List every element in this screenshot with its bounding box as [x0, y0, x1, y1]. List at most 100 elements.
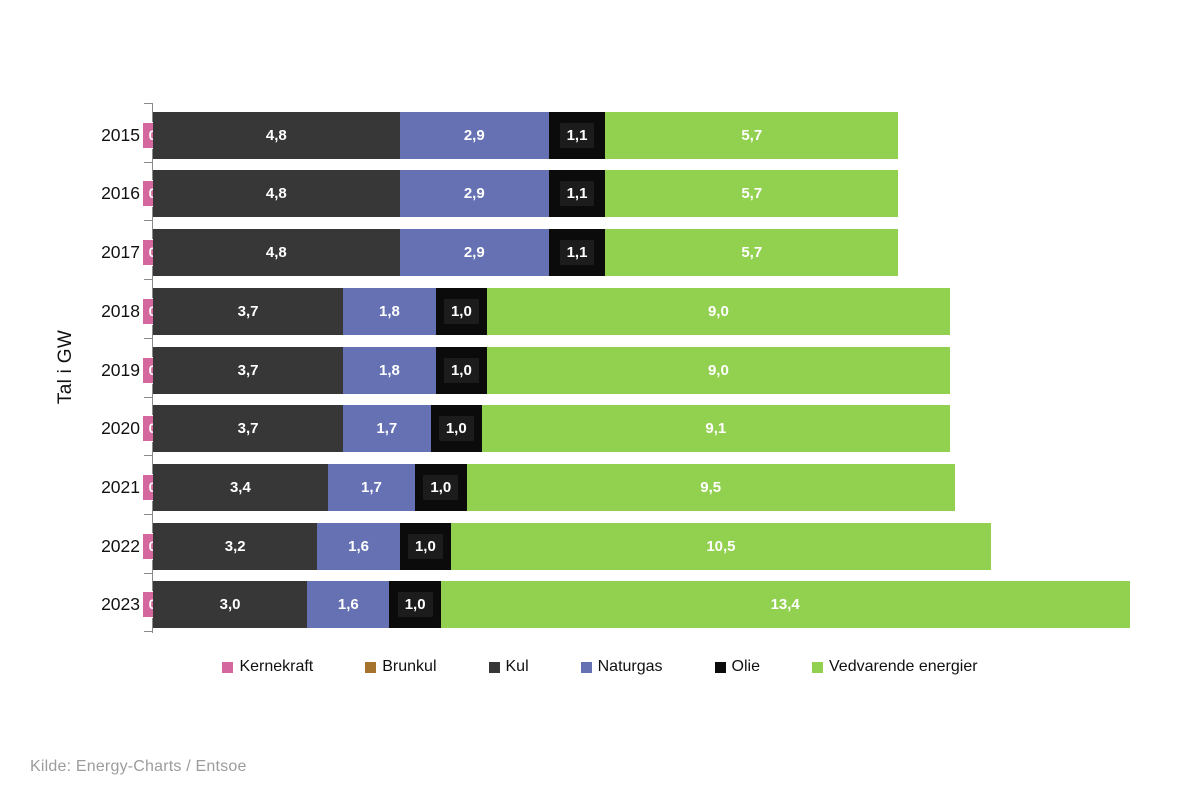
source-note: Kilde: Energy-Charts / Entsoe — [30, 758, 247, 775]
segment-value-label: 9,5 — [700, 478, 722, 496]
segments: 3,0 1,6 1,0 13,4 — [153, 581, 1130, 629]
bar-segment-vedvarende-energier-2019: 9,0 — [487, 346, 950, 394]
segments: 3,7 1,8 1,0 9,0 — [153, 287, 950, 335]
bar-segment-kul-2016: 4,8 — [153, 170, 400, 218]
legend-item-vedvarende-energier: Vedvarende energier — [812, 658, 978, 676]
bar-row-2016: 201604,82,91,15,7 — [0, 170, 1200, 218]
bar-segment-olie-2020: 1,0 — [430, 405, 482, 453]
bar-segment-naturgas-2021: 1,7 — [327, 463, 416, 511]
bar-segment-naturgas-2022: 1,6 — [317, 522, 400, 570]
legend-swatch-kernekraft — [222, 661, 234, 673]
year-label: 2018 — [101, 300, 140, 321]
bar-segment-kul-2020: 3,7 — [153, 405, 344, 453]
bar-segment-kul-2021: 3,4 — [153, 463, 328, 511]
bar-row-2017: 201704,82,91,15,7 — [0, 229, 1200, 277]
segments: 4,8 2,9 1,1 5,7 — [153, 229, 899, 277]
bar-segment-kul-2023: 3,0 — [153, 581, 308, 629]
segment-value-label: 2,9 — [463, 126, 485, 144]
segment-value-label: 1,0 — [443, 357, 479, 383]
y-tick — [144, 220, 153, 222]
bar-segment-vedvarende-energier-2015: 5,7 — [605, 111, 899, 159]
segment-value-label: 9,0 — [707, 361, 729, 379]
segments: 4,8 2,9 1,1 5,7 — [153, 111, 899, 159]
segment-value-label: 1,1 — [559, 122, 595, 148]
bar-segment-olie-2022: 1,0 — [399, 522, 452, 570]
segment-value-label: 5,7 — [741, 244, 763, 262]
bar-row-2023: 202303,01,61,013,4 — [0, 581, 1200, 629]
legend-label: Brunkul — [382, 658, 437, 675]
bar-segment-olie-2016: 1,1 — [548, 170, 606, 218]
year-label: 2021 — [101, 476, 140, 497]
bar-segment-kul-2015: 4,8 — [153, 111, 400, 159]
bar-segment-kul-2018: 3,7 — [153, 287, 344, 335]
legend-label: Kul — [505, 658, 529, 675]
segment-value-label: 1,0 — [438, 416, 474, 442]
legend-swatch-kul — [488, 661, 500, 673]
bar-segment-olie-2019: 1,0 — [435, 346, 488, 394]
bar-segment-naturgas-2020: 1,7 — [343, 405, 431, 453]
legend-item-kernekraft: Kernekraft — [222, 658, 313, 676]
segment-value-label: 10,5 — [706, 537, 736, 555]
legend-swatch-naturgas — [580, 661, 592, 673]
legend-label: Vedvarende energier — [829, 658, 978, 675]
segment-value-label: 1,1 — [559, 240, 595, 266]
legend-label: Naturgas — [597, 658, 663, 675]
segments: 4,8 2,9 1,1 5,7 — [153, 170, 899, 218]
y-tick — [144, 161, 153, 163]
segment-value-label: 1,0 — [443, 298, 479, 324]
y-tick — [144, 455, 153, 457]
year-label: 2020 — [101, 418, 140, 439]
legend-item-brunkul: Brunkul — [365, 658, 437, 676]
bar-segment-vedvarende-energier-2020: 9,1 — [481, 405, 950, 453]
segment-value-label: 9,0 — [707, 302, 729, 320]
legend-item-naturgas: Naturgas — [580, 658, 663, 676]
segment-value-label: 3,7 — [237, 302, 259, 320]
y-tick — [144, 513, 153, 515]
bar-segment-olie-2021: 1,0 — [415, 463, 467, 511]
segments: 3,7 1,7 1,0 9,1 — [153, 405, 950, 453]
y-tick — [144, 337, 153, 339]
segment-value-label: 2,9 — [463, 244, 485, 262]
y-tick — [144, 572, 153, 574]
bar-segment-kul-2017: 4,8 — [153, 229, 400, 277]
segment-value-label: 3,4 — [229, 478, 251, 496]
bar-row-2015: 201504,82,91,15,7 — [0, 111, 1200, 159]
segment-value-label: 3,7 — [237, 361, 259, 379]
legend-label: Kernekraft — [239, 658, 314, 675]
segment-value-label: 5,7 — [741, 185, 763, 203]
segment-value-label: 4,8 — [265, 244, 287, 262]
year-label: 2017 — [101, 242, 140, 263]
segment-value-label: 3,7 — [237, 420, 259, 438]
legend-swatch-vedvarende-energier — [812, 661, 823, 673]
bar-segment-olie-2015: 1,1 — [548, 111, 606, 159]
segment-value-label: 13,4 — [770, 596, 800, 614]
segment-value-label: 1,6 — [337, 596, 359, 614]
year-label: 2022 — [101, 535, 140, 556]
segment-value-label: 1,8 — [379, 302, 400, 320]
segment-value-label: 1,6 — [348, 537, 370, 555]
segment-value-label: 5,7 — [741, 126, 763, 144]
legend-item-kul: Kul — [488, 658, 529, 676]
legend-item-olie: Olie — [714, 658, 760, 676]
y-tick — [144, 396, 153, 398]
segment-value-label: 1,0 — [397, 592, 433, 618]
bar-row-2019: 201903,71,81,09,0 — [0, 346, 1200, 394]
bar-segment-naturgas-2015: 2,9 — [399, 111, 549, 159]
year-label: 2016 — [101, 183, 140, 204]
bar-segment-vedvarende-energier-2021: 9,5 — [466, 463, 955, 511]
bar-segment-vedvarende-energier-2023: 13,4 — [440, 581, 1130, 629]
legend: Kernekraft Brunkul Kul Naturgas Olie Vedvaren… — [0, 658, 1200, 676]
bar-segment-naturgas-2018: 1,8 — [343, 287, 436, 335]
segment-value-label: 9,1 — [705, 420, 727, 438]
segment-value-label: 4,8 — [265, 126, 287, 144]
segment-value-label: 1,0 — [423, 474, 459, 500]
y-tick — [144, 279, 153, 281]
year-label: 2019 — [101, 359, 140, 380]
segments: 3,7 1,8 1,0 9,0 — [153, 346, 950, 394]
y-tick — [144, 631, 153, 633]
bar-segment-naturgas-2017: 2,9 — [399, 229, 549, 277]
bar-row-2022: 202203,21,61,010,5 — [0, 522, 1200, 570]
bar-segment-naturgas-2023: 1,6 — [307, 581, 390, 629]
legend-label: Olie — [731, 658, 760, 675]
